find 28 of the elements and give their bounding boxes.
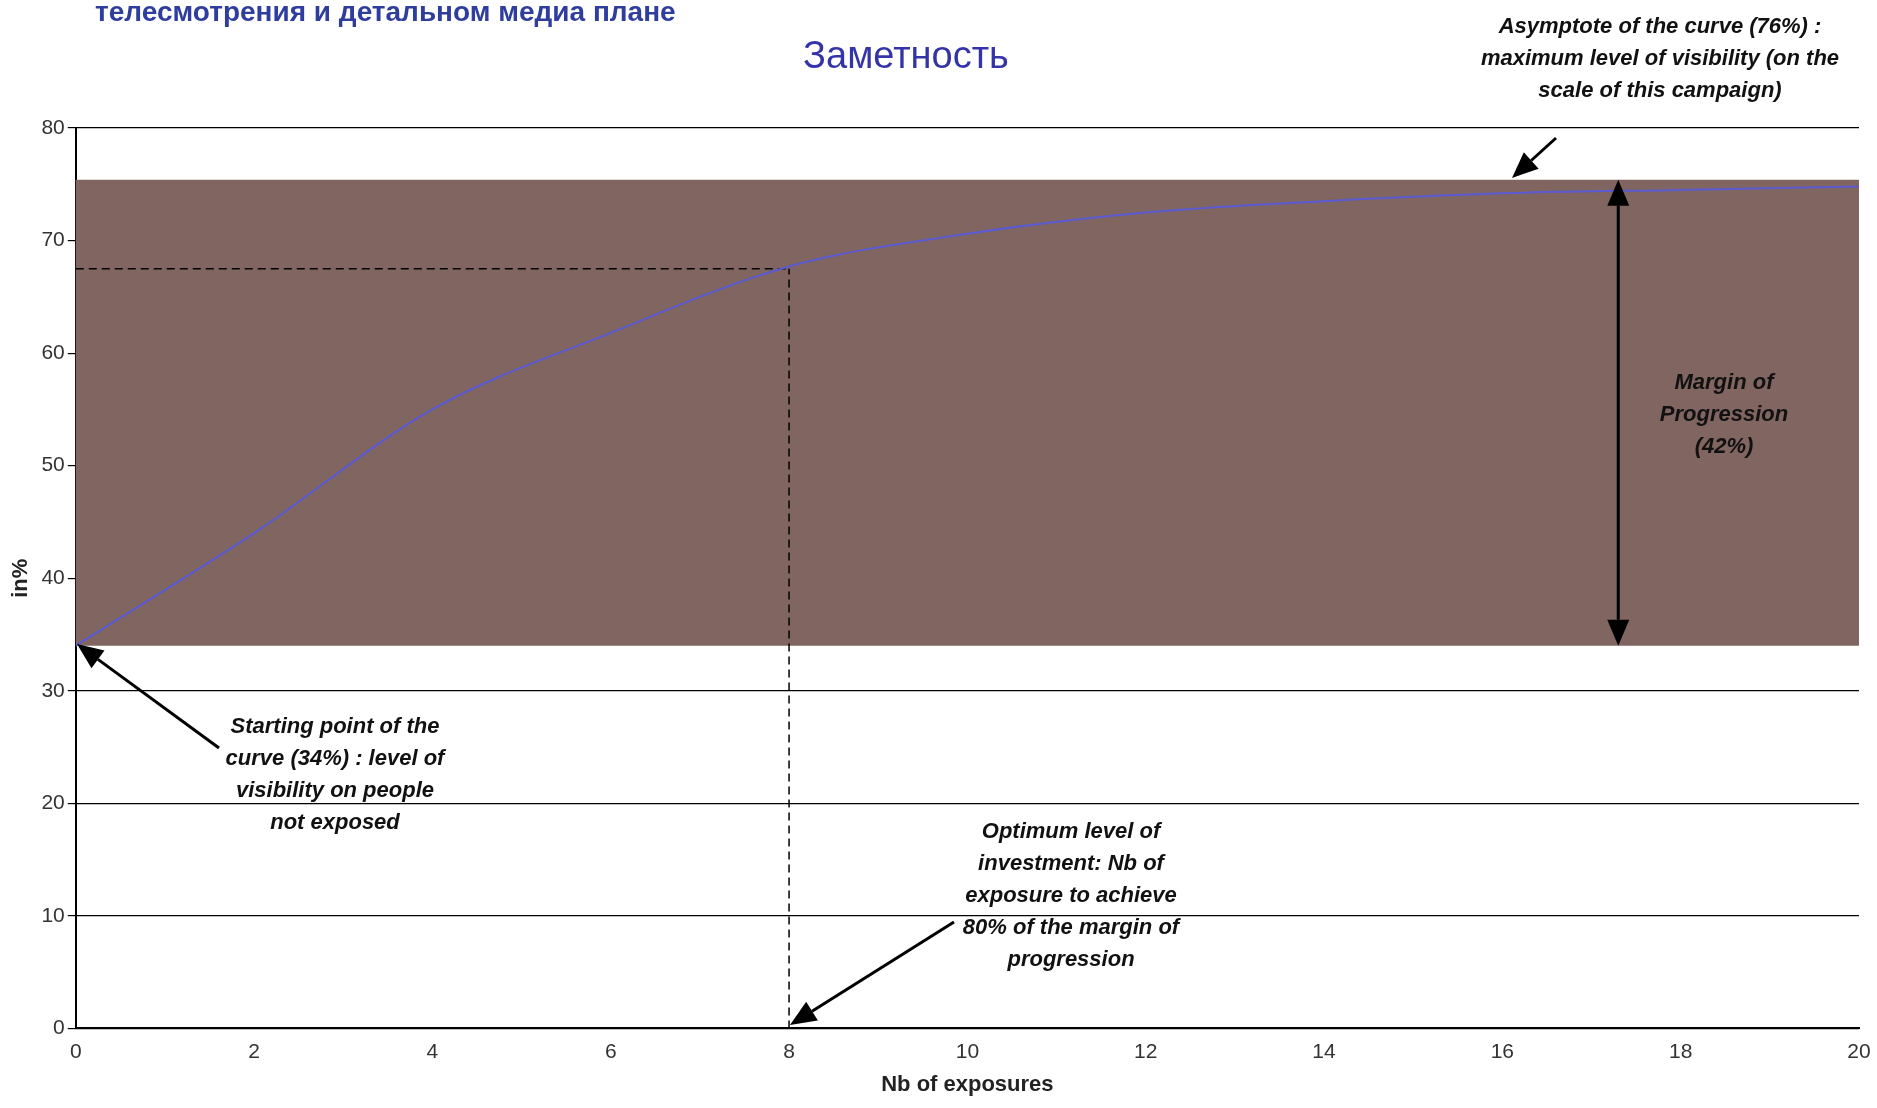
x-axis-title: Nb of exposures: [881, 1070, 1054, 1096]
x-tick-label: 2: [248, 1038, 260, 1062]
y-tick-label: 0: [53, 1015, 65, 1039]
x-tick-label: 4: [426, 1038, 439, 1062]
x-tick-label: 12: [1134, 1038, 1158, 1062]
x-tick-label: 20: [1847, 1038, 1871, 1062]
y-tick-label: 50: [41, 452, 65, 476]
y-tick-label: 40: [41, 565, 65, 588]
y-tick-label: 10: [41, 902, 65, 926]
y-tick-label: 30: [41, 677, 65, 701]
annotation: Margin of Progression (42%): [1659, 369, 1789, 459]
y-axis-title: in%: [7, 558, 33, 598]
annotation: Optimum level of investment: Nb of exposure to achieve 80% of the margin of progression: [962, 818, 1182, 972]
chart-title: Заметность: [803, 34, 1009, 76]
x-tick-label: 14: [1312, 1038, 1337, 1062]
y-tick-label: 20: [41, 790, 65, 814]
y-tick-label: 60: [41, 339, 65, 363]
x-tick-label: 10: [955, 1038, 980, 1062]
x-tick-label: 6: [604, 1038, 617, 1062]
x-tick-label: 16: [1490, 1038, 1515, 1062]
chart-subtitle: телесмотрения и детальном медиа плане: [95, 0, 676, 28]
text: Asymptote of the curve (76%) : maximum level of visibility (on the scale of this campaign): [1480, 13, 1840, 103]
x-tick-label: 8: [783, 1038, 795, 1062]
y-tick-label: 80: [41, 114, 65, 138]
annotation: Starting point of the curve (34%) : level of visibility on people not exposed: [225, 713, 448, 835]
x-tick-label: 18: [1669, 1038, 1693, 1062]
x-tick-label: 0: [69, 1038, 82, 1062]
y-tick-label: 70: [41, 227, 65, 251]
